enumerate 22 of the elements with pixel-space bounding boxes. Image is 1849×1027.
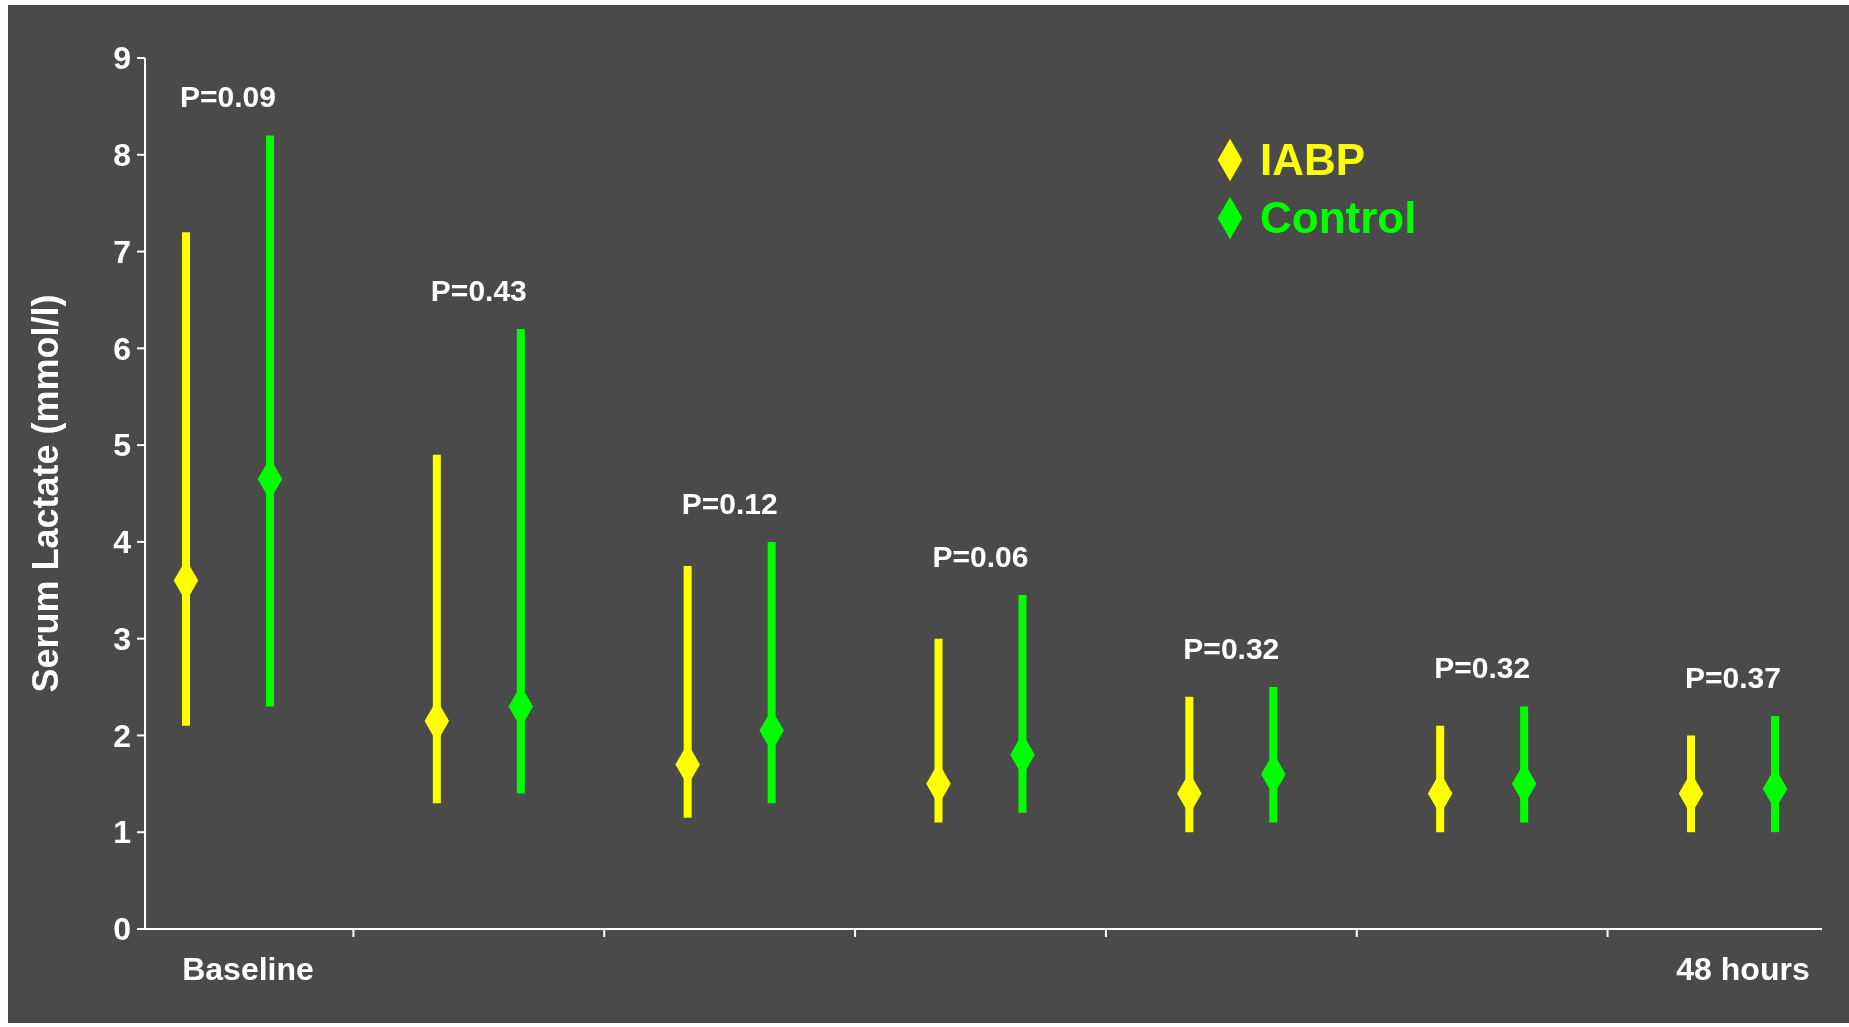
x-tick-label: 48 hours — [1676, 951, 1810, 987]
y-tick-label: 1 — [113, 814, 131, 851]
y-tick-label: 9 — [113, 40, 131, 77]
y-tick-label: 5 — [113, 427, 131, 464]
annotation: P=0.09 — [180, 80, 276, 114]
annotation: P=0.06 — [932, 540, 1029, 574]
y-tick-label: 7 — [113, 233, 131, 270]
legend-label: Control — [1260, 193, 1417, 243]
annotation: P=0.32 — [1183, 632, 1280, 666]
legend-label: IABP — [1260, 135, 1366, 185]
y-tick-label: 8 — [113, 136, 131, 173]
y-axis-title: Serum Lactate (mmol/l) — [25, 294, 66, 693]
y-tick-label: 4 — [113, 524, 132, 561]
y-tick-label: 0 — [113, 911, 131, 948]
y-tick-label: 6 — [113, 330, 131, 367]
x-tick-label: Baseline — [182, 951, 314, 987]
annotation: P=0.43 — [430, 273, 527, 307]
annotation: P=0.12 — [681, 486, 778, 520]
annotation: P=0.32 — [1434, 651, 1531, 685]
y-tick-label: 3 — [113, 620, 131, 657]
annotation: P=0.37 — [1685, 661, 1781, 695]
y-tick-label: 2 — [113, 717, 131, 754]
